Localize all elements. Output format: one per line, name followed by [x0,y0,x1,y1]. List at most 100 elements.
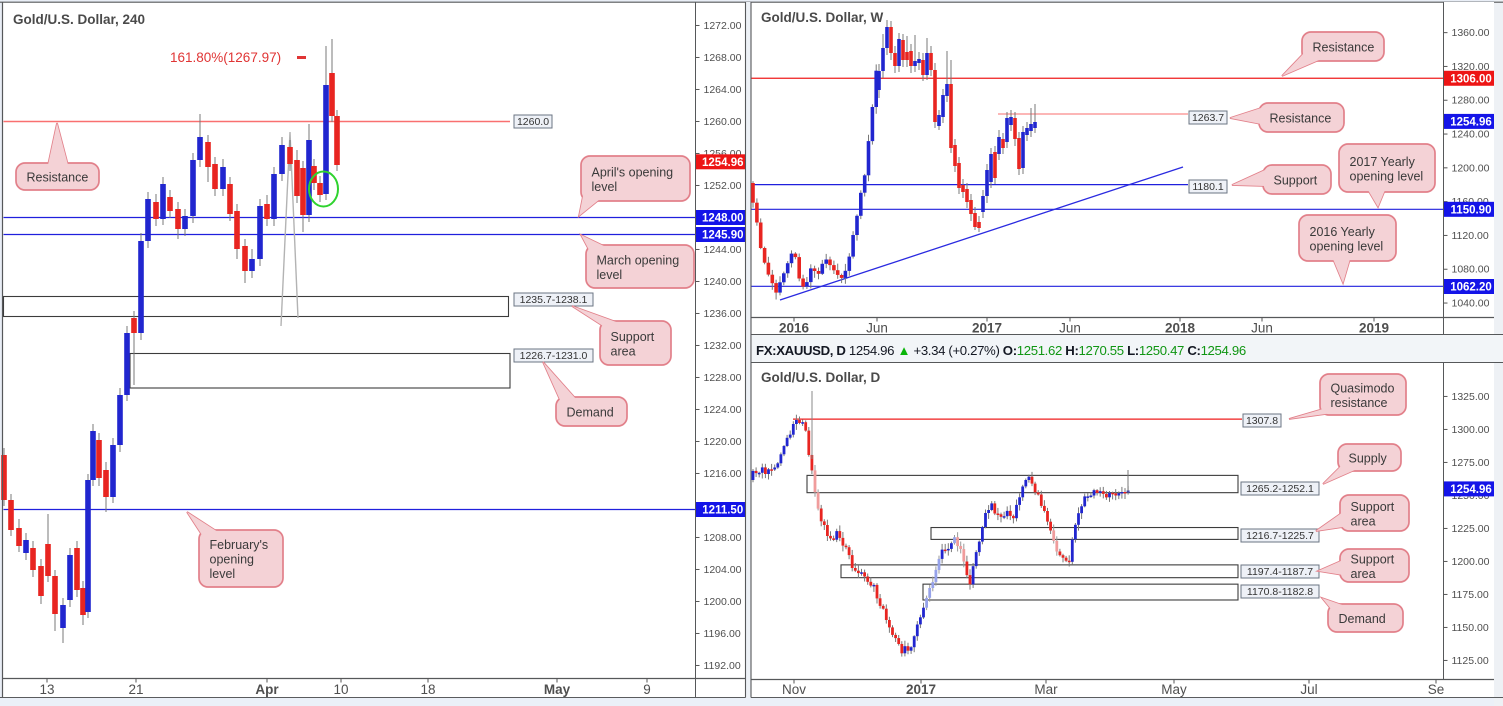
svg-text:1180.1: 1180.1 [1192,181,1223,193]
svg-text:1200.00: 1200.00 [704,596,742,608]
svg-text:level: level [210,567,236,581]
svg-text:1260.0: 1260.0 [517,116,549,128]
svg-text:2017: 2017 [906,682,936,697]
svg-text:resistance: resistance [1331,396,1388,410]
svg-text:1200.00: 1200.00 [1452,556,1490,568]
svg-text:1240.00: 1240.00 [1452,129,1490,141]
svg-text:area: area [1351,567,1376,581]
svg-text:Quasimodo: Quasimodo [1331,381,1395,395]
svg-text:1360.00: 1360.00 [1452,27,1490,39]
svg-text:1062.20: 1062.20 [1450,282,1492,294]
svg-text:May: May [544,682,571,697]
svg-text:1120.00: 1120.00 [1452,230,1489,242]
svg-text:1196.00: 1196.00 [704,628,741,640]
svg-text:1224.00: 1224.00 [704,404,742,416]
svg-text:1268.00: 1268.00 [704,52,742,64]
svg-text:1280.00: 1280.00 [1452,95,1490,107]
svg-text:1150.00: 1150.00 [1452,622,1489,634]
svg-text:10: 10 [333,682,348,697]
svg-text:1125.00: 1125.00 [1452,655,1489,667]
svg-text:1080.00: 1080.00 [1452,264,1490,276]
svg-text:1232.00: 1232.00 [704,340,742,352]
svg-text:2018: 2018 [1165,321,1196,336]
svg-text:Mar: Mar [1034,682,1058,697]
svg-text:1254.96: 1254.96 [702,157,744,169]
svg-text:2016: 2016 [779,321,810,336]
svg-text:Support: Support [1274,174,1318,188]
svg-text:level: level [592,180,618,194]
svg-text:1263.7: 1263.7 [1192,112,1224,124]
svg-text:Support: Support [1351,552,1395,566]
svg-text:1216.00: 1216.00 [704,468,742,480]
svg-text:Nov: Nov [782,682,806,697]
svg-text:Support: Support [611,330,655,344]
svg-text:1325.00: 1325.00 [1452,391,1490,403]
svg-text:Jul: Jul [1300,682,1317,697]
svg-text:March opening: March opening [597,253,680,267]
svg-text:1306.00: 1306.00 [1450,73,1492,85]
svg-text:1220.00: 1220.00 [704,436,742,448]
svg-text:1216.7-1225.7: 1216.7-1225.7 [1246,530,1314,542]
svg-text:2017 Yearly: 2017 Yearly [1350,155,1416,169]
svg-text:Apr: Apr [255,682,279,697]
svg-text:opening level: opening level [1310,239,1384,253]
svg-text:area: area [1351,514,1376,528]
svg-text:1197.4-1187.7: 1197.4-1187.7 [1247,566,1313,578]
svg-text:Support: Support [1351,500,1395,514]
svg-text:February's: February's [210,538,269,552]
svg-text:1248.00: 1248.00 [702,213,744,225]
svg-text:May: May [1161,682,1187,697]
svg-text:1307.8: 1307.8 [1246,415,1278,427]
svg-text:Se: Se [1428,682,1445,697]
svg-text:Resistance: Resistance [27,171,89,185]
svg-text:1245.90: 1245.90 [702,230,744,242]
svg-text:opening: opening [210,553,255,567]
svg-text:2017: 2017 [972,321,1002,336]
svg-text:1252.00: 1252.00 [704,180,742,192]
svg-text:1228.00: 1228.00 [704,372,742,384]
svg-text:Demand: Demand [1339,612,1386,626]
svg-text:1244.00: 1244.00 [704,244,742,256]
svg-text:1275.00: 1275.00 [1452,457,1490,469]
svg-text:Jun: Jun [1251,321,1273,336]
svg-text:level: level [597,268,623,282]
svg-text:1320.00: 1320.00 [1452,61,1490,73]
svg-text:1175.00: 1175.00 [1452,589,1489,601]
svg-text:1225.00: 1225.00 [1452,523,1490,535]
svg-text:1236.00: 1236.00 [704,308,742,320]
svg-text:1200.00: 1200.00 [1452,162,1490,174]
svg-text:2016 Yearly: 2016 Yearly [1310,225,1376,239]
svg-text:April's opening: April's opening [592,165,674,179]
svg-text:1254.96: 1254.96 [1450,484,1492,496]
svg-text:9: 9 [643,682,651,697]
svg-text:1254.96: 1254.96 [1450,116,1492,128]
svg-text:1150.90: 1150.90 [1451,204,1492,216]
svg-text:1204.00: 1204.00 [704,564,742,576]
svg-text:1208.00: 1208.00 [704,532,742,544]
svg-text:Supply: Supply [1349,452,1388,466]
svg-text:Gold/U.S. Dollar, 240: Gold/U.S. Dollar, 240 [13,12,145,27]
svg-text:Gold/U.S. Dollar, D: Gold/U.S. Dollar, D [761,370,881,385]
svg-text:1211.50: 1211.50 [702,505,743,517]
svg-text:1265.2-1252.1: 1265.2-1252.1 [1246,483,1314,495]
svg-text:Demand: Demand [567,406,614,420]
svg-text:FX:XAUUSD, D 1254.96 ▲ +3.34 (: FX:XAUUSD, D 1254.96 ▲ +3.34 (+0.27%) O:… [756,343,1246,358]
svg-text:Resistance: Resistance [1270,112,1332,126]
svg-text:Resistance: Resistance [1313,41,1375,55]
svg-text:21: 21 [128,682,143,697]
svg-text:opening level: opening level [1350,169,1424,183]
svg-text:1260.00: 1260.00 [704,116,742,128]
svg-text:Jun: Jun [1059,321,1081,336]
svg-text:1264.00: 1264.00 [704,84,742,96]
svg-text:18: 18 [420,682,435,697]
svg-text:Jun: Jun [866,321,888,336]
svg-text:2019: 2019 [1359,321,1389,336]
svg-text:1240.00: 1240.00 [704,276,742,288]
svg-text:161.80%(1267.97): 161.80%(1267.97) [170,50,281,65]
svg-text:1170.8-1182.8: 1170.8-1182.8 [1247,586,1313,598]
svg-text:1040.00: 1040.00 [1452,298,1490,310]
svg-text:13: 13 [39,682,54,697]
svg-text:1192.00: 1192.00 [704,660,741,672]
svg-text:1235.7-1238.1: 1235.7-1238.1 [520,294,588,306]
svg-text:Gold/U.S. Dollar, W: Gold/U.S. Dollar, W [761,10,884,25]
